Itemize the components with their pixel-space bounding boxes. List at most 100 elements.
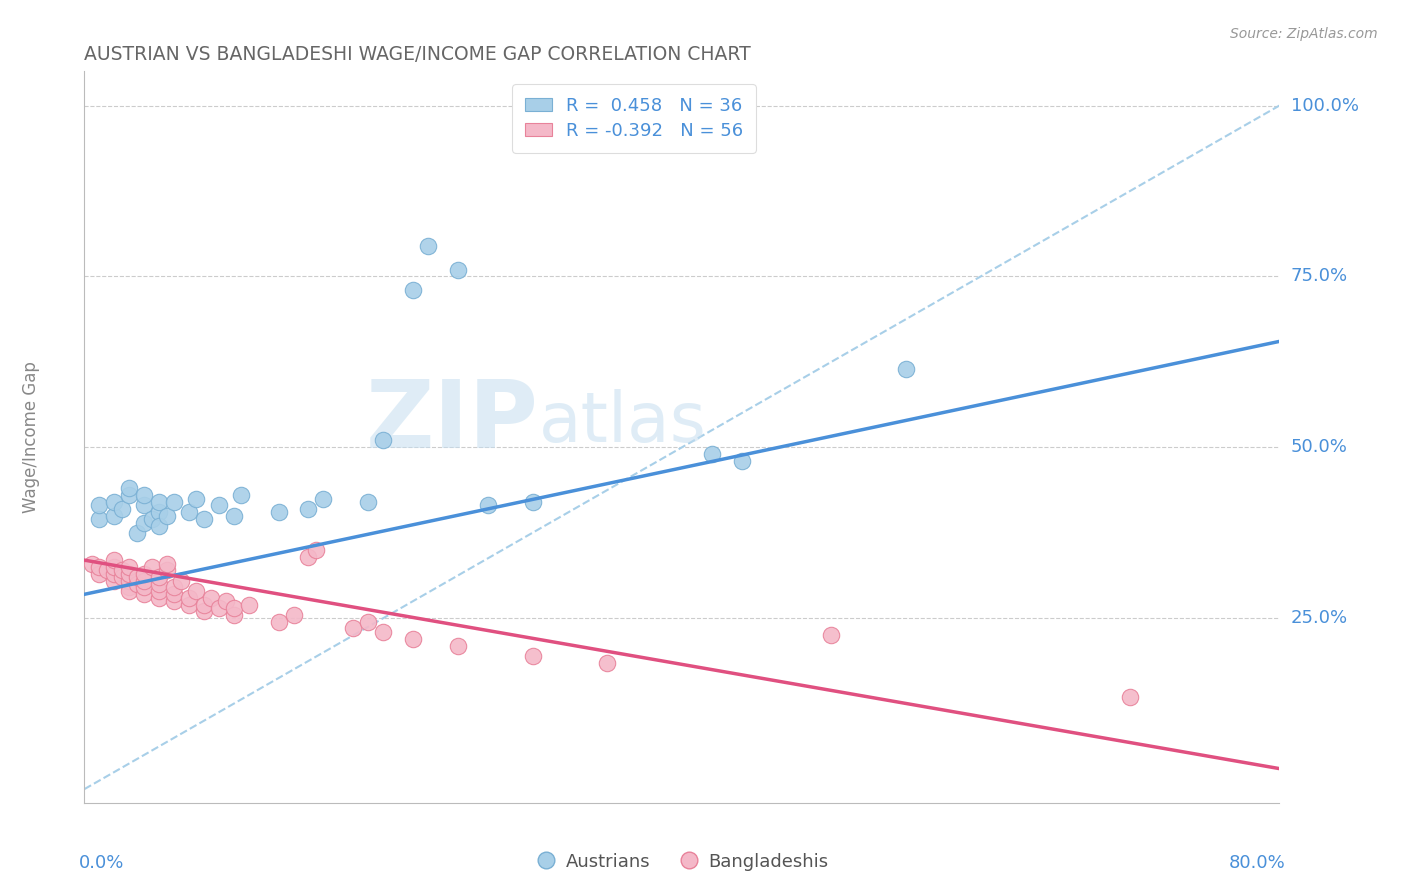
- Point: [371, 624, 394, 639]
- Point: [118, 574, 141, 588]
- Point: [118, 583, 141, 598]
- Point: [111, 563, 134, 577]
- Point: [163, 581, 186, 595]
- Point: [267, 505, 290, 519]
- Text: Source: ZipAtlas.com: Source: ZipAtlas.com: [1230, 27, 1378, 41]
- Point: [125, 525, 148, 540]
- Text: 25.0%: 25.0%: [1291, 609, 1348, 627]
- Text: ZIP: ZIP: [366, 376, 538, 468]
- Point: [305, 542, 328, 557]
- Point: [132, 581, 156, 595]
- Point: [186, 583, 208, 598]
- Text: Wage/Income Gap: Wage/Income Gap: [21, 361, 39, 513]
- Point: [416, 238, 439, 252]
- Point: [103, 560, 125, 574]
- Text: atlas: atlas: [538, 389, 706, 456]
- Point: [447, 262, 470, 277]
- Point: [208, 601, 231, 615]
- Point: [1119, 690, 1142, 704]
- Point: [103, 508, 125, 523]
- Point: [111, 570, 134, 584]
- Point: [371, 434, 394, 448]
- Text: 100.0%: 100.0%: [1291, 96, 1358, 114]
- Point: [89, 512, 111, 526]
- Point: [222, 607, 245, 622]
- Point: [820, 628, 842, 642]
- Point: [193, 604, 215, 618]
- Point: [132, 566, 156, 581]
- Text: 80.0%: 80.0%: [1229, 854, 1285, 872]
- Text: AUSTRIAN VS BANGLADESHI WAGE/INCOME GAP CORRELATION CHART: AUSTRIAN VS BANGLADESHI WAGE/INCOME GAP …: [84, 45, 751, 63]
- Point: [132, 587, 156, 601]
- Point: [89, 566, 111, 581]
- Point: [89, 560, 111, 574]
- Point: [357, 615, 380, 629]
- Point: [238, 598, 260, 612]
- Point: [163, 495, 186, 509]
- Point: [103, 553, 125, 567]
- Text: 50.0%: 50.0%: [1291, 438, 1347, 457]
- Point: [222, 508, 245, 523]
- Point: [118, 488, 141, 502]
- Point: [155, 563, 177, 577]
- Point: [118, 566, 141, 581]
- Point: [208, 499, 231, 513]
- Text: 0.0%: 0.0%: [79, 854, 124, 872]
- Point: [297, 549, 319, 564]
- Point: [89, 499, 111, 513]
- Point: [596, 656, 619, 670]
- Point: [141, 560, 163, 574]
- Point: [132, 574, 156, 588]
- Point: [148, 583, 170, 598]
- Point: [186, 491, 208, 506]
- Point: [163, 594, 186, 608]
- Point: [148, 591, 170, 605]
- Point: [132, 499, 156, 513]
- Point: [148, 495, 170, 509]
- Point: [312, 491, 335, 506]
- Point: [342, 622, 364, 636]
- Point: [155, 508, 177, 523]
- Point: [103, 574, 125, 588]
- Point: [148, 570, 170, 584]
- Point: [193, 598, 215, 612]
- Point: [177, 598, 200, 612]
- Point: [118, 560, 141, 574]
- Point: [222, 601, 245, 615]
- Point: [148, 577, 170, 591]
- Text: 75.0%: 75.0%: [1291, 268, 1348, 285]
- Point: [111, 501, 134, 516]
- Point: [477, 499, 499, 513]
- Point: [177, 591, 200, 605]
- Point: [177, 505, 200, 519]
- Point: [283, 607, 305, 622]
- Point: [132, 516, 156, 530]
- Legend: Austrians, Bangladeshis: Austrians, Bangladeshis: [529, 846, 835, 878]
- Point: [731, 454, 754, 468]
- Point: [125, 570, 148, 584]
- Point: [402, 632, 425, 646]
- Point: [148, 505, 170, 519]
- Point: [103, 566, 125, 581]
- Point: [155, 557, 177, 571]
- Point: [103, 495, 125, 509]
- Point: [215, 594, 238, 608]
- Point: [193, 512, 215, 526]
- Point: [447, 639, 470, 653]
- Point: [402, 283, 425, 297]
- Point: [297, 501, 319, 516]
- Point: [700, 447, 723, 461]
- Point: [522, 648, 544, 663]
- Point: [200, 591, 222, 605]
- Point: [894, 361, 917, 376]
- Point: [148, 519, 170, 533]
- Point: [141, 512, 163, 526]
- Point: [118, 581, 141, 595]
- Point: [231, 488, 253, 502]
- Point: [132, 488, 156, 502]
- Point: [80, 557, 103, 571]
- Point: [170, 574, 193, 588]
- Point: [96, 563, 118, 577]
- Point: [125, 577, 148, 591]
- Point: [118, 481, 141, 495]
